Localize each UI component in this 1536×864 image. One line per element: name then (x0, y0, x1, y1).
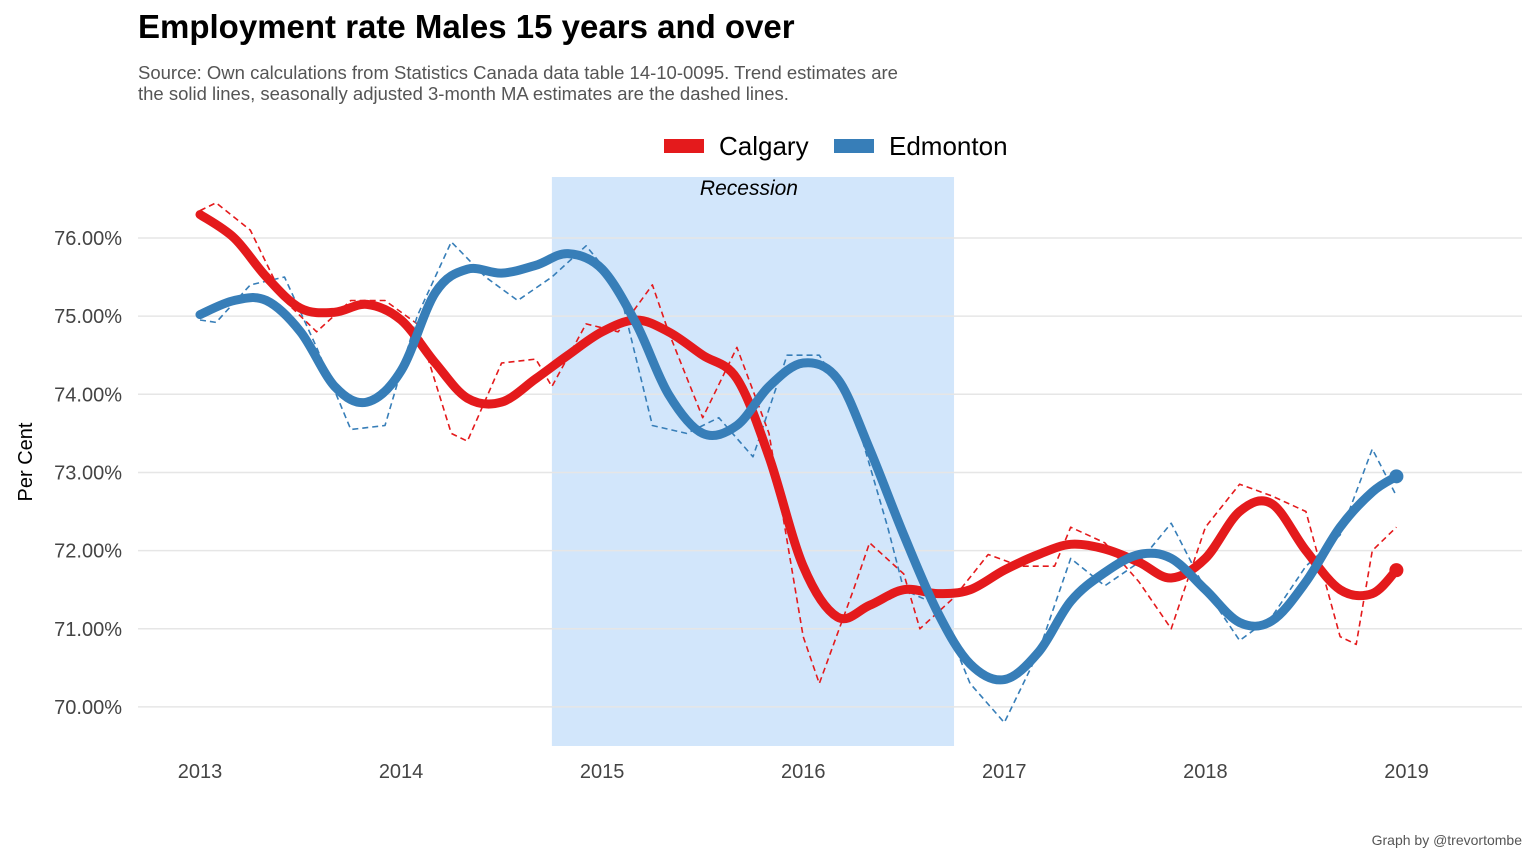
y-tick-label: 70.00% (54, 697, 122, 719)
chart-subtitle: Source: Own calculations from Statistics… (138, 62, 1038, 104)
y-tick-label: 74.00% (54, 384, 122, 406)
x-tick-label: 2019 (1384, 761, 1429, 783)
y-axis: 70.00% 71.00% 72.00% 73.00% 74.00% 75.00% 76.0… (54, 228, 122, 719)
x-tick-label: 2017 (982, 761, 1027, 783)
subtitle-line-1: Source: Own calculations from Statistics… (138, 62, 898, 83)
recession-layer: Recession (551, 177, 955, 746)
x-tick-label: 2018 (1183, 761, 1228, 783)
endpoint-edmonton (1389, 469, 1404, 484)
y-tick-label: 75.00% (54, 306, 122, 328)
legend-label-calgary: Calgary (719, 131, 809, 161)
recession-label: Recession (700, 177, 798, 200)
x-axis: 2013 2014 2015 2016 2017 2018 2019 (178, 761, 1429, 783)
y-axis-label: Per Cent (15, 422, 37, 501)
series-calgary-trend (195, 210, 1401, 624)
x-tick-label: 2016 (781, 761, 826, 783)
y-tick-label: 73.00% (54, 462, 122, 484)
recession-band (551, 177, 955, 746)
legend-swatch-calgary (664, 139, 704, 153)
series-layer (195, 202, 1404, 724)
legend-swatch-edmonton (834, 139, 874, 153)
chart-title: Employment rate Males 15 years and over (138, 8, 795, 45)
caption: Graph by @trevortombe (1371, 832, 1522, 848)
y-tick-label: 71.00% (54, 619, 122, 641)
y-tick-label: 76.00% (54, 228, 122, 250)
endpoint-calgary (1389, 563, 1404, 578)
x-tick-label: 2013 (178, 761, 223, 783)
series-edmonton-trend (195, 249, 1401, 685)
y-tick-label: 72.00% (54, 541, 122, 563)
subtitle-line-2: the solid lines, seasonally adjusted 3-m… (138, 83, 789, 104)
series-calgary-dashed (199, 202, 1397, 685)
x-tick-label: 2014 (379, 761, 424, 783)
legend: Calgary Edmonton (664, 131, 1008, 161)
legend-label-edmonton: Edmonton (889, 131, 1008, 161)
x-tick-label: 2015 (580, 761, 625, 783)
grid-layer (138, 237, 1522, 708)
